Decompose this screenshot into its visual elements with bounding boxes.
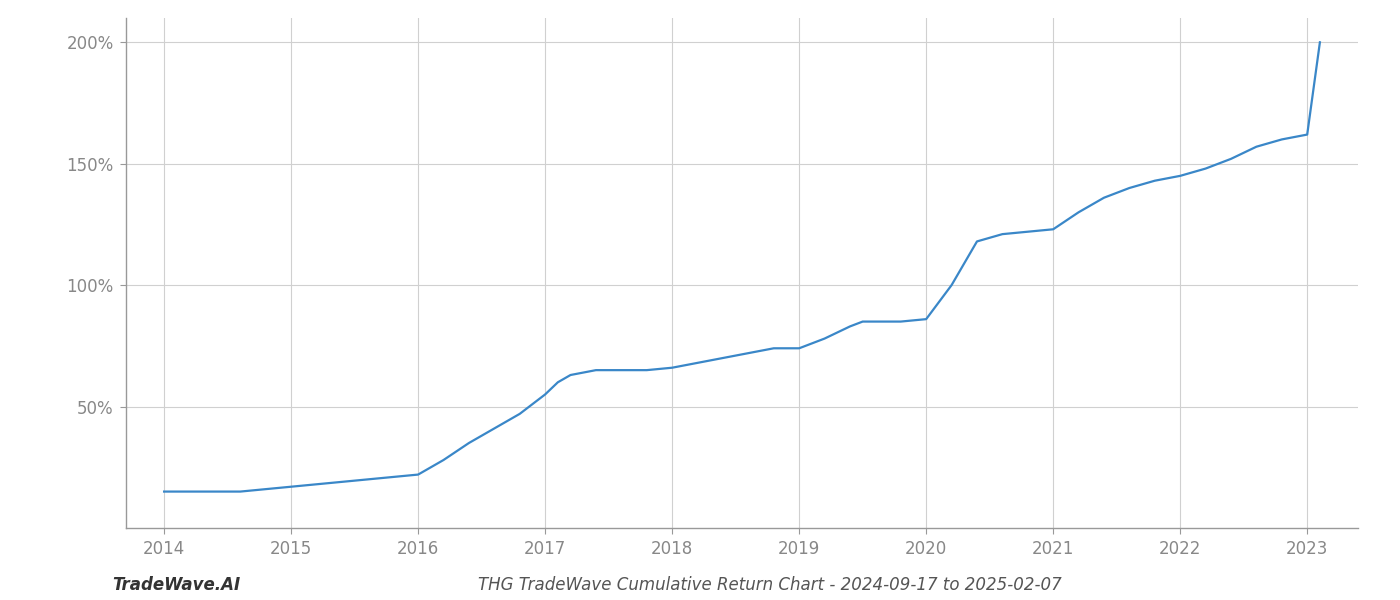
- Text: TradeWave.AI: TradeWave.AI: [112, 576, 241, 594]
- Text: THG TradeWave Cumulative Return Chart - 2024-09-17 to 2025-02-07: THG TradeWave Cumulative Return Chart - …: [479, 576, 1061, 594]
